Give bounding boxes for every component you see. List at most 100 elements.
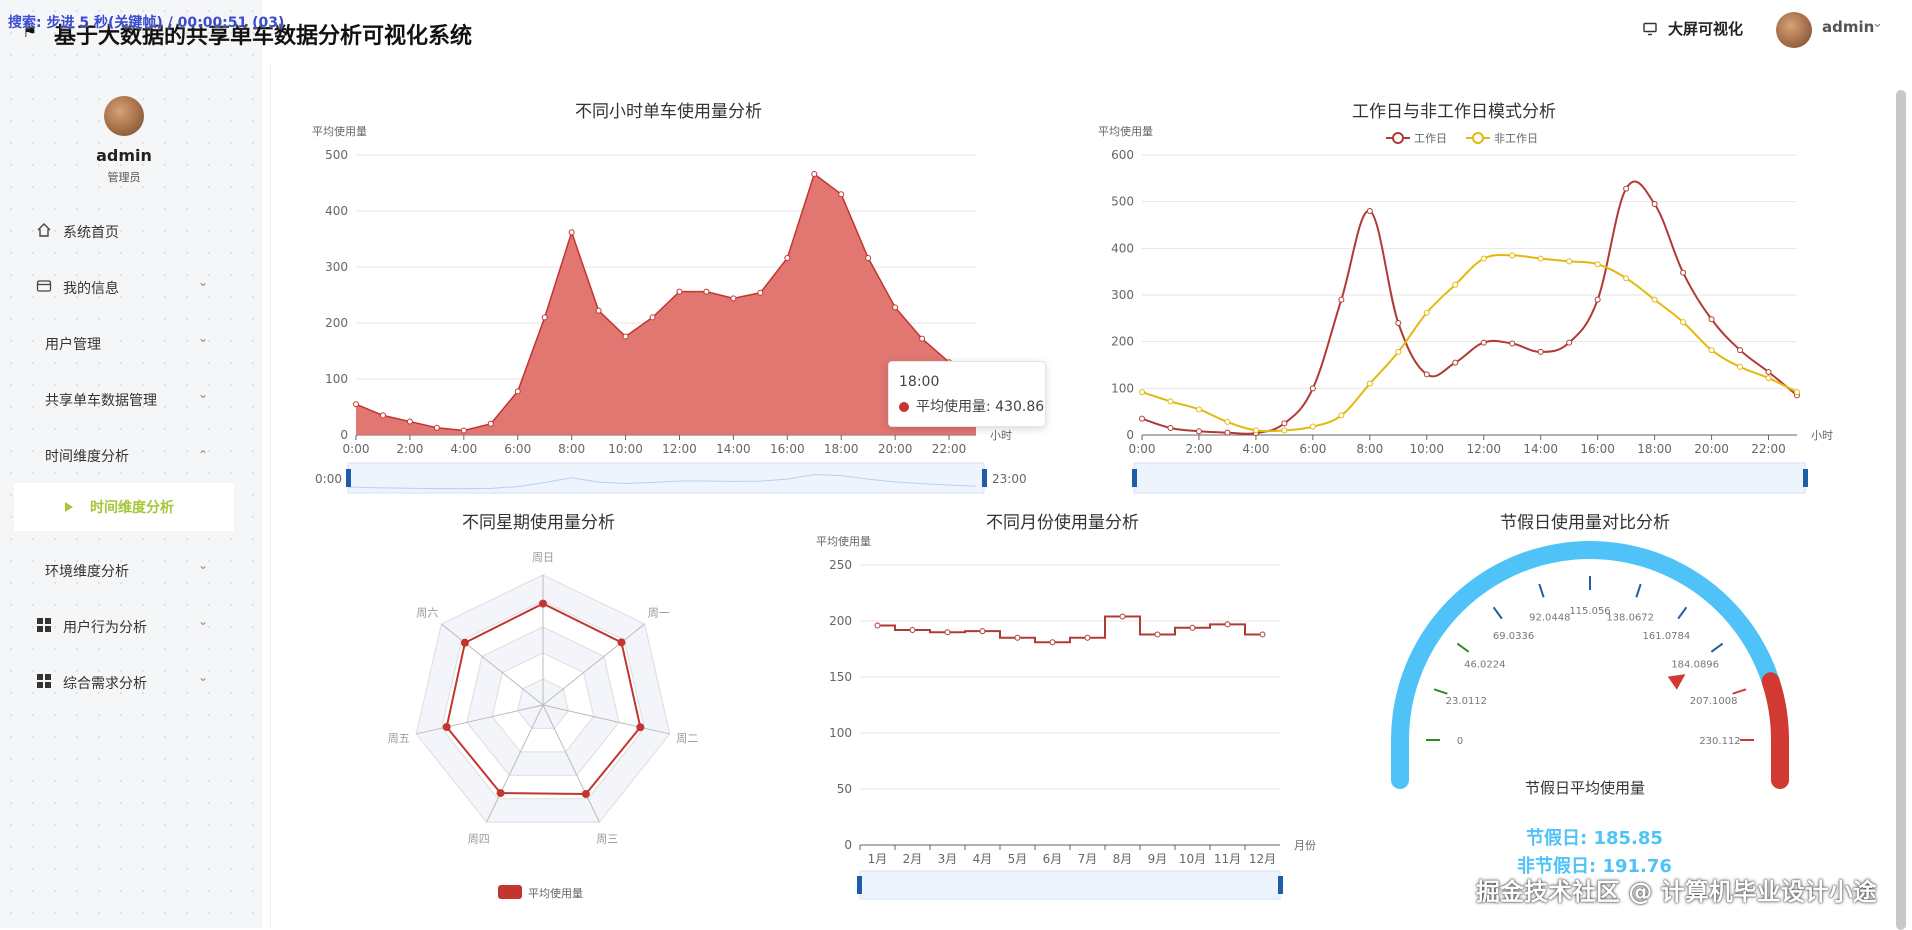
x-tick-label: 2:00 xyxy=(396,442,423,456)
series-line xyxy=(1141,180,1798,435)
data-point xyxy=(1139,415,1145,422)
x-tick-label: 9月 xyxy=(1148,852,1168,866)
x-tick-label: 6:00 xyxy=(1299,442,1326,456)
data-point xyxy=(1737,363,1744,370)
data-point xyxy=(460,638,469,647)
flag-icon[interactable]: ⚑ xyxy=(22,22,38,42)
data-point xyxy=(433,424,440,431)
sidebar-user-role: 管理员 xyxy=(107,171,141,184)
sidebar-item-label: 综合需求分析 xyxy=(63,676,147,692)
bigscreen-link[interactable]: 大屏可视化 xyxy=(1668,20,1744,38)
data-point xyxy=(1338,296,1345,303)
gauge-tick xyxy=(1456,642,1470,653)
sidebar-item-user-management[interactable]: 用户管理 ⌄ xyxy=(0,325,240,361)
gauge-tick xyxy=(1492,606,1503,620)
y-tick-label: 400 xyxy=(1111,241,1134,255)
x-tick-label: 0:00 xyxy=(343,442,370,456)
data-point xyxy=(595,307,602,314)
x-tick-label: 4:00 xyxy=(450,442,477,456)
sidebar-item-demand[interactable]: 综合需求分析 ⌄ xyxy=(0,664,240,700)
x-tick-label: 12月 xyxy=(1249,852,1276,866)
scrollbar[interactable] xyxy=(1896,90,1906,930)
sidebar-item-my-info[interactable]: 我的信息 ⌄ xyxy=(0,269,240,305)
gauge-arc-high xyxy=(1761,672,1789,789)
x-tick-label: 10:00 xyxy=(608,442,643,456)
sidebar-item-label: 用户管理 xyxy=(45,337,101,353)
data-point xyxy=(541,314,548,321)
data-point xyxy=(1480,255,1487,262)
gauge-tick-label: 115.056 xyxy=(1569,606,1610,617)
data-point xyxy=(1281,420,1288,427)
chart-title: 工作日与非工作日模式分析 xyxy=(1352,102,1556,122)
data-point xyxy=(514,388,521,395)
data-point xyxy=(1651,296,1658,303)
radar-indicator-label: 周四 xyxy=(468,832,490,845)
data-point xyxy=(1509,340,1516,347)
data-point xyxy=(1049,639,1056,646)
gauge-tick-label: 138.0672 xyxy=(1606,612,1654,623)
data-point xyxy=(1680,319,1687,326)
data-point xyxy=(1281,427,1288,434)
data-point xyxy=(811,171,818,178)
series-line xyxy=(355,172,977,432)
chevron-down-icon: ⌄ xyxy=(198,331,209,345)
data-point xyxy=(539,599,547,608)
sidebar-item-env-dimension[interactable]: 环境维度分析 ⌄ xyxy=(0,552,240,588)
radar-series xyxy=(445,602,642,796)
data-point xyxy=(1537,348,1544,355)
sidebar-item-user-behavior[interactable]: 用户行为分析 ⌄ xyxy=(0,608,240,644)
home-icon xyxy=(37,223,51,237)
gauge-tick-label: 184.0896 xyxy=(1671,660,1719,671)
chart-title: 不同小时单车使用量分析 xyxy=(575,102,762,122)
gauge-arc-normal xyxy=(1391,541,1780,789)
x-tick-label: 16:00 xyxy=(1580,442,1615,456)
sidebar: admin 管理员 系统首页 我的信息 ⌄ 用户管理 ⌄ 共享单车数据管理 ⌄ … xyxy=(0,0,262,928)
data-point xyxy=(1423,309,1430,316)
data-point xyxy=(636,723,645,732)
gauge-label: 节假日平均使用量 xyxy=(1525,779,1646,797)
user-menu[interactable]: admin xyxy=(1822,18,1875,36)
sidebar-item-home[interactable]: 系统首页 xyxy=(0,213,240,249)
chevron-down-icon[interactable]: ⌄ xyxy=(1872,16,1883,31)
sidebar-subitem-time-dimension[interactable]: 时间维度分析 xyxy=(14,483,234,531)
grid-icon xyxy=(37,674,51,688)
data-point xyxy=(757,289,764,296)
data-point xyxy=(730,295,737,302)
data-point xyxy=(1423,371,1430,378)
data-point xyxy=(944,629,951,636)
gauge-tick xyxy=(1677,606,1688,620)
sidebar-item-bike-data[interactable]: 共享单车数据管理 ⌄ xyxy=(0,381,240,417)
sidebar-item-label: 我的信息 xyxy=(63,281,119,297)
data-point xyxy=(379,412,386,419)
data-point xyxy=(1154,631,1161,638)
gauge-tick-label: 0 xyxy=(1457,736,1463,747)
zoom-slider xyxy=(1133,462,1806,494)
avatar[interactable] xyxy=(104,96,144,136)
data-point xyxy=(1594,261,1601,268)
data-point xyxy=(496,789,505,798)
x-tick-label: 20:00 xyxy=(878,442,913,456)
holiday-value: 节假日: 185.85 xyxy=(1526,828,1663,849)
x-tick-label: 6:00 xyxy=(504,442,531,456)
gauge-tick-label: 23.0112 xyxy=(1446,696,1487,707)
avatar[interactable] xyxy=(1776,12,1812,48)
x-tick-label: 3月 xyxy=(938,852,958,866)
data-point xyxy=(1708,347,1715,354)
radar-indicator-label: 周三 xyxy=(596,832,618,845)
radar-axis xyxy=(542,623,645,706)
data-point xyxy=(1119,613,1126,620)
x-tick-label: 2:00 xyxy=(1185,442,1212,456)
y-tick-label: 300 xyxy=(1111,288,1134,302)
sidebar-item-time-dimension[interactable]: 时间维度分析 ⌃ xyxy=(0,437,240,473)
tooltip-marker xyxy=(899,402,909,412)
zoom-end-label: 23:00 xyxy=(992,472,1027,486)
holiday-gauge-chart[interactable]: 0 23.0112 46.0224 69.0336 92.0448115.056138.… xyxy=(1370,520,1820,800)
data-point xyxy=(1224,621,1231,628)
data-point xyxy=(1452,281,1459,288)
series-line xyxy=(1141,253,1798,433)
y-tick-label: 400 xyxy=(325,204,348,218)
